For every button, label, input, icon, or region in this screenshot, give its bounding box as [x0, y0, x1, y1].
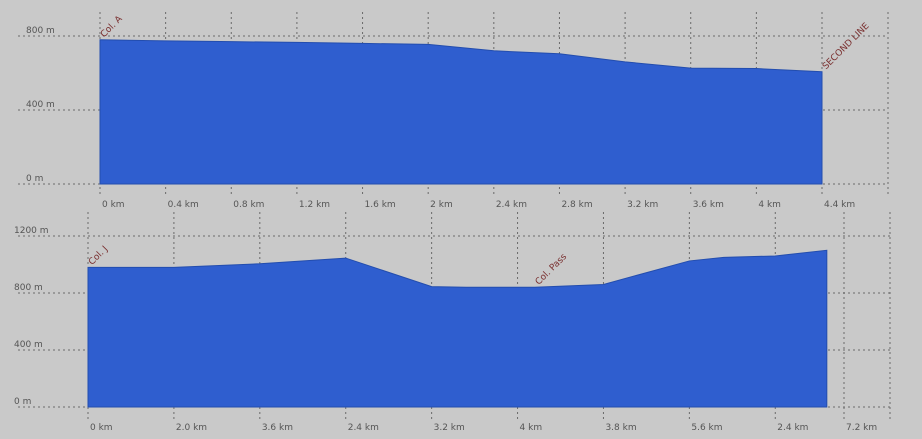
- x-tick-label: 3.6 km: [693, 200, 724, 210]
- x-tick-label: 5.6 km: [691, 423, 722, 433]
- y-tick-label: 1200 m: [14, 226, 49, 236]
- x-tick-label: 2.8 km: [561, 200, 592, 210]
- x-tick-label: 0.8 km: [233, 200, 264, 210]
- waypoint-annotation: Col. Pass: [534, 252, 570, 288]
- x-tick-label: 0 km: [102, 200, 125, 210]
- x-tick-label: 2.0 km: [176, 423, 207, 433]
- x-tick-label: 2.4 km: [496, 200, 527, 210]
- y-tick-label: 400 m: [26, 100, 55, 110]
- elevation-area-series: [99, 39, 823, 185]
- y-tick-label: 0 m: [14, 397, 31, 407]
- x-tick-label: 4 km: [758, 200, 781, 210]
- waypoint-annotation: Col. J: [87, 244, 110, 267]
- x-tick-label: 2.4 km: [348, 423, 379, 433]
- y-tick-label: 0 m: [26, 174, 43, 184]
- x-tick-label: 2.4 km: [777, 423, 808, 433]
- x-tick-label: 7.2 km: [846, 423, 877, 433]
- x-tick-label: 1.6 km: [365, 200, 396, 210]
- x-tick-label: 0.4 km: [168, 200, 199, 210]
- y-tick-label: 800 m: [14, 283, 43, 293]
- waypoint-annotation: Col. A: [99, 14, 125, 40]
- x-tick-label: 3.2 km: [434, 423, 465, 433]
- x-tick-label: 2 km: [430, 200, 453, 210]
- waypoint-annotation: SECOND LINE: [821, 21, 872, 72]
- x-tick-label: 3.2 km: [627, 200, 658, 210]
- x-tick-label: 0 km: [90, 423, 113, 433]
- x-tick-label: 4.4 km: [824, 200, 855, 210]
- x-tick-label: 3.6 km: [262, 423, 293, 433]
- x-tick-label: 1.2 km: [299, 200, 330, 210]
- y-tick-label: 800 m: [26, 26, 55, 36]
- x-tick-label: 4 km: [520, 423, 543, 433]
- elevation-area-series: [87, 249, 828, 408]
- y-tick-label: 400 m: [14, 340, 43, 350]
- x-tick-label: 3.8 km: [605, 423, 636, 433]
